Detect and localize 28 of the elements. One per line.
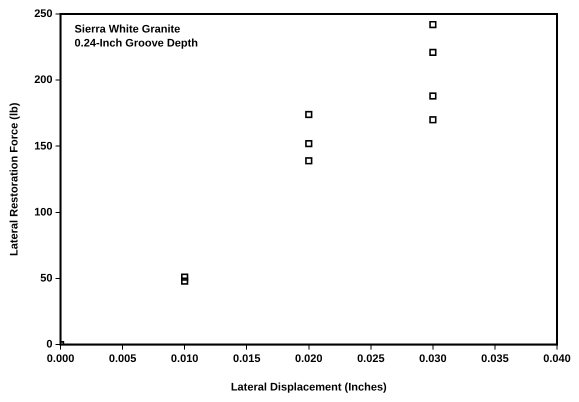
point [181,277,188,285]
y-tick-label: 200 [34,74,53,86]
x-axis-title: Lateral Displacement (Inches) [230,381,388,394]
x-tick-label: 0.015 [232,353,260,366]
x-tick-label: 0.000 [46,353,74,366]
x-tick-label: 0.035 [481,353,509,366]
y-tick-label: 100 [34,206,53,218]
y-axis-title: Lateral Restoration Force (lb) [8,102,21,256]
annotation: Sierra White Granite [74,24,180,36]
x-tick-label: 0.020 [295,353,323,366]
point [429,116,437,124]
point [429,48,437,56]
point [429,92,437,100]
annotation: 0.24-Inch Groove Depth [74,38,198,50]
point [305,140,312,148]
y-tick-label: 0 [46,338,53,351]
x-tick-label: 0.010 [170,353,198,366]
x-tick-label: 0.005 [108,353,136,366]
y-tick-label: 250 [34,8,53,20]
point [305,110,312,118]
x-tick-label: 0.025 [357,353,385,366]
x-tick-label: 0.030 [419,353,447,366]
y-tick-label: 150 [34,140,53,152]
point [181,274,188,281]
point [305,157,312,164]
point [429,20,437,28]
x-tick-label: 0.040 [543,353,571,366]
y-tick-label: 50 [40,272,53,285]
